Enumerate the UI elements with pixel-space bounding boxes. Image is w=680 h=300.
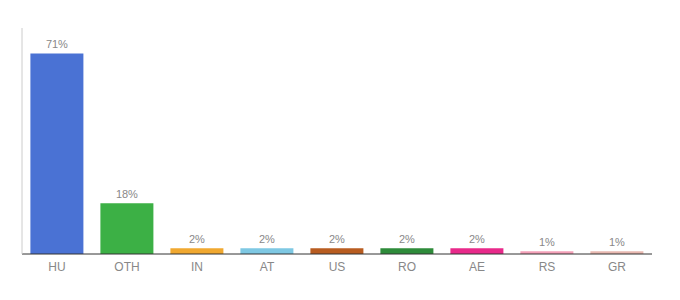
svg-text:RS: RS: [539, 260, 556, 274]
svg-text:US: US: [329, 260, 346, 274]
svg-text:18%: 18%: [116, 188, 138, 200]
svg-text:GR: GR: [608, 260, 626, 274]
svg-text:2%: 2%: [399, 233, 415, 245]
svg-text:IN: IN: [191, 260, 203, 274]
svg-text:AE: AE: [469, 260, 485, 274]
svg-text:1%: 1%: [609, 236, 625, 248]
svg-text:AT: AT: [260, 260, 275, 274]
svg-text:HU: HU: [48, 260, 65, 274]
svg-text:1%: 1%: [539, 236, 555, 248]
svg-text:71%: 71%: [46, 38, 68, 50]
svg-text:2%: 2%: [329, 233, 345, 245]
svg-text:OTH: OTH: [114, 260, 139, 274]
svg-text:2%: 2%: [189, 233, 205, 245]
svg-text:2%: 2%: [469, 233, 485, 245]
svg-text:RO: RO: [398, 260, 416, 274]
svg-text:2%: 2%: [259, 233, 275, 245]
